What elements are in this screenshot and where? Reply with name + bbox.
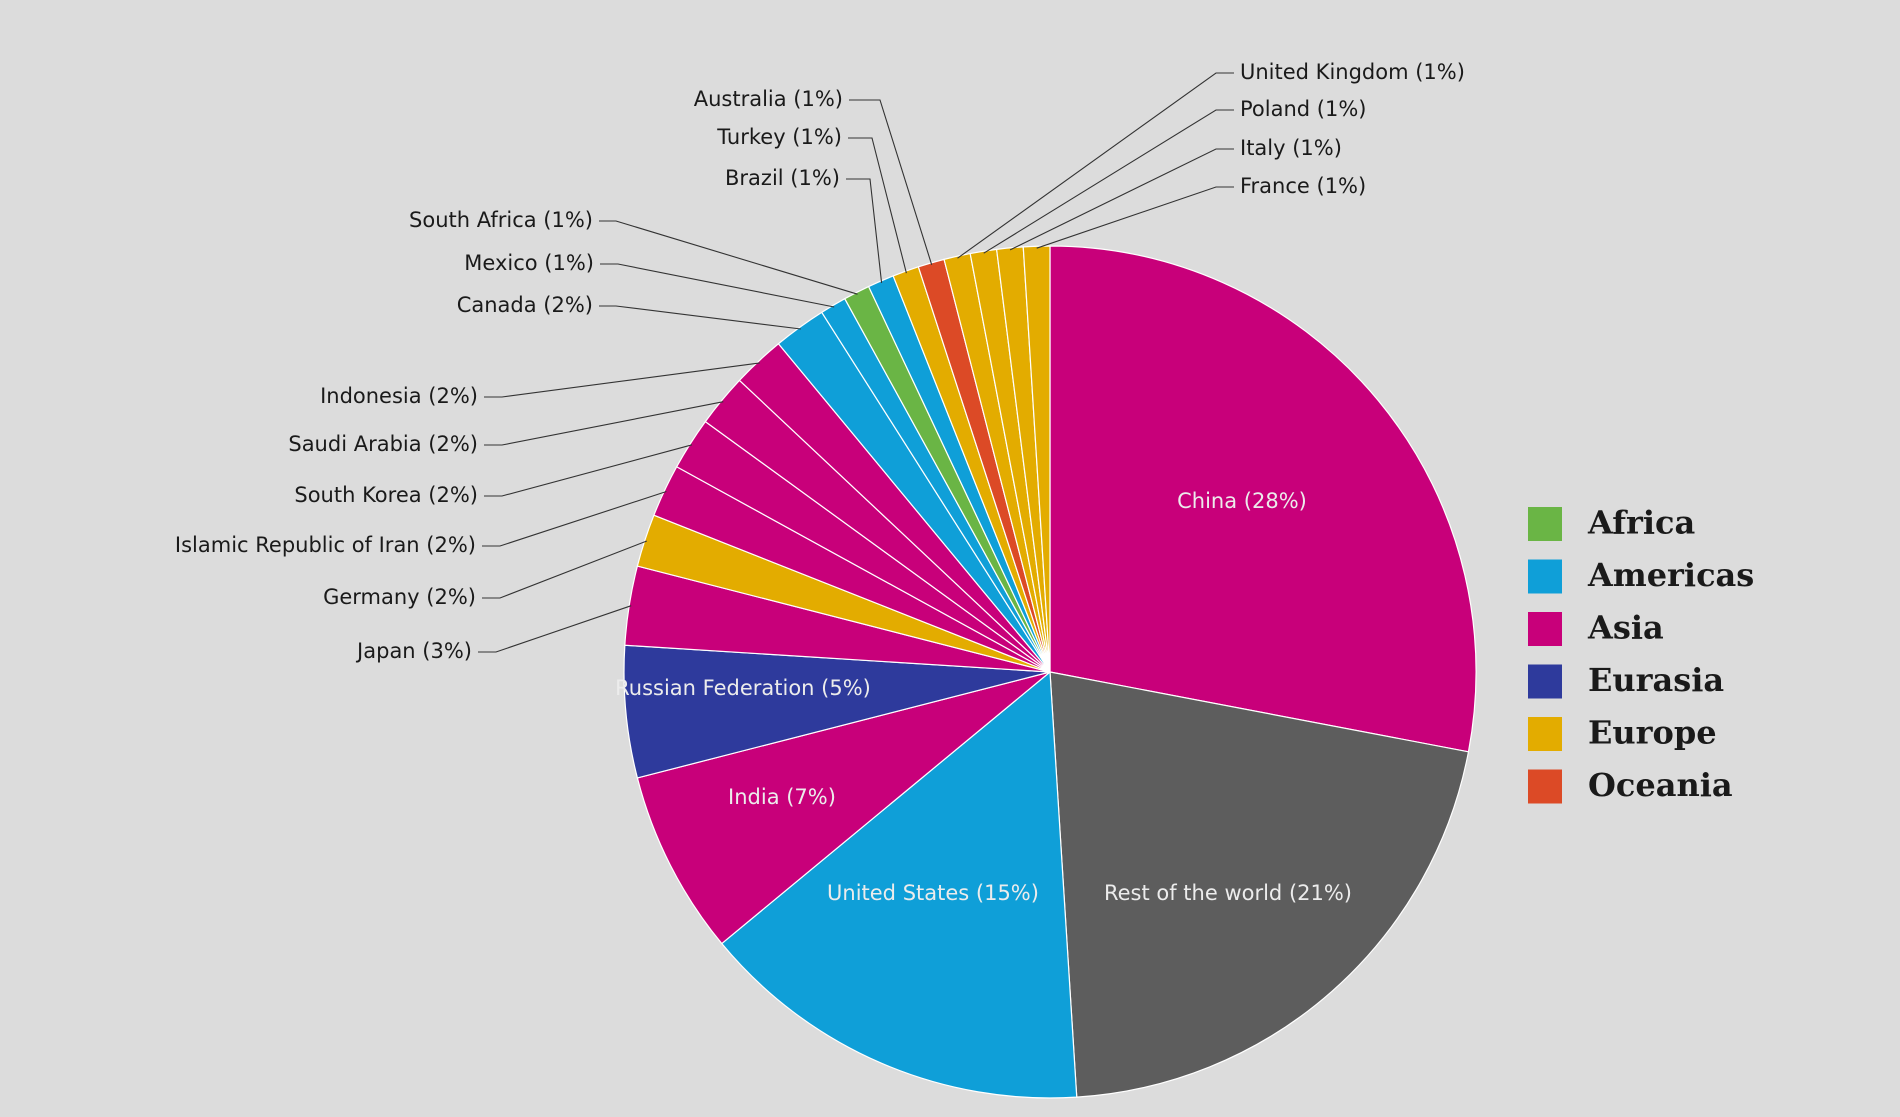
legend-swatch-americas xyxy=(1528,559,1562,594)
legend-swatch-oceania xyxy=(1528,769,1562,804)
slice-label-islamic-republic-of-iran: Islamic Republic of Iran (2%) xyxy=(175,533,476,557)
pie-slices xyxy=(623,245,1477,1099)
slice-label-united-kingdom: United Kingdom (1%) xyxy=(1240,60,1465,84)
slice-label-china: China (28%) xyxy=(1177,489,1307,513)
slice-label-india: India (7%) xyxy=(728,785,836,809)
slice-label-japan: Japan (3%) xyxy=(355,639,472,663)
legend-label-europe: Europe xyxy=(1588,714,1717,752)
leader-line-islamic-republic-of-iran xyxy=(482,490,667,547)
slice-label-saudi-arabia: Saudi Arabia (2%) xyxy=(288,432,478,456)
slice-label-france: France (1%) xyxy=(1240,174,1366,198)
slice-label-united-states: United States (15%) xyxy=(827,881,1039,905)
legend-swatch-asia xyxy=(1528,612,1562,646)
legend-label-africa: Africa xyxy=(1587,504,1695,542)
pie-slice-china xyxy=(1049,245,1477,753)
leader-line-australia xyxy=(849,99,933,265)
slice-label-russian-federation: Russian Federation (5%) xyxy=(615,676,871,700)
leader-line-turkey xyxy=(848,137,907,274)
slice-label-turkey: Turkey (1%) xyxy=(716,125,842,149)
slice-label-germany: Germany (2%) xyxy=(323,585,476,609)
slice-labels: China (28%) Rest of the world (21%) United… xyxy=(175,60,1465,905)
leader-line-saudi-arabia xyxy=(484,401,724,446)
legend-swatch-europe xyxy=(1528,717,1562,751)
slice-label-rest-of-the-world: Rest of the world (21%) xyxy=(1104,881,1352,905)
leader-line-germany xyxy=(482,540,647,599)
pie-slice-united-states xyxy=(721,671,1078,1099)
legend-label-asia: Asia xyxy=(1587,609,1664,647)
leader-line-japan xyxy=(478,605,632,653)
slice-label-canada: Canada (2%) xyxy=(457,293,593,317)
slice-label-poland: Poland (1%) xyxy=(1240,97,1366,121)
legend-label-americas: Americas xyxy=(1587,556,1754,594)
leader-line-mexico xyxy=(600,263,835,308)
leader-line-brazil xyxy=(846,178,883,283)
leader-line-south-africa xyxy=(599,220,858,295)
slice-label-italy: Italy (1%) xyxy=(1240,136,1342,160)
leader-line-indonesia xyxy=(484,362,760,398)
leader-line-south-korea xyxy=(484,444,693,497)
leader-line-france xyxy=(1036,186,1234,249)
leader-line-italy xyxy=(1009,148,1234,251)
legend-label-eurasia: Eurasia xyxy=(1588,661,1724,699)
leader-line-canada xyxy=(599,305,801,330)
legend: Africa Americas Asia Eurasia Europe Oceania xyxy=(1528,504,1754,804)
pie-slice-rest-of-the-world xyxy=(1049,671,1470,1098)
leader-line-poland xyxy=(983,109,1234,254)
slice-label-south-korea: South Korea (2%) xyxy=(294,483,478,507)
leader-line-united-kingdom xyxy=(957,72,1234,259)
slice-label-mexico: Mexico (1%) xyxy=(464,251,594,275)
leader-lines xyxy=(478,72,1234,653)
slice-label-brazil: Brazil (1%) xyxy=(725,166,840,190)
pie-slice-france xyxy=(1022,245,1051,673)
pie-slice-india xyxy=(636,671,1051,945)
legend-label-oceania: Oceania xyxy=(1588,766,1733,804)
legend-swatch-eurasia xyxy=(1528,664,1562,699)
slice-label-south-africa: South Africa (1%) xyxy=(409,208,593,232)
legend-swatch-africa xyxy=(1528,507,1562,541)
slice-label-australia: Australia (1%) xyxy=(694,87,843,111)
slice-label-indonesia: Indonesia (2%) xyxy=(320,384,478,408)
